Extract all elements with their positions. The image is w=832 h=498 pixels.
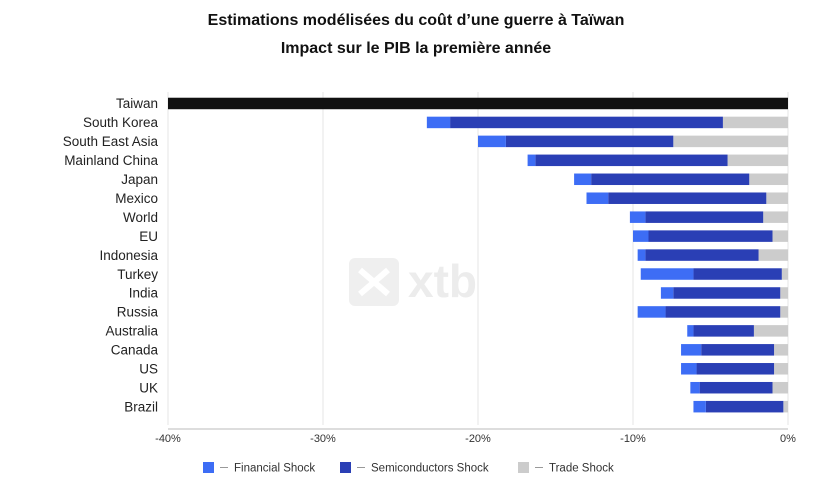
category-label: South Korea bbox=[83, 115, 159, 130]
bar-mexico-trade-shock bbox=[766, 192, 788, 204]
bar-mainland-china-financial-shock bbox=[527, 154, 536, 167]
category-label: Indonesia bbox=[99, 248, 158, 263]
category-label: Canada bbox=[111, 343, 159, 358]
bar-south-east-asia-trade-shock bbox=[673, 135, 788, 148]
category-label: Taiwan bbox=[116, 96, 158, 111]
bar-australia-financial-shock bbox=[687, 325, 694, 337]
bar-mainland-china-trade-shock bbox=[727, 154, 788, 167]
bar-south-korea-financial-shock bbox=[426, 116, 451, 129]
bar-us-trade-shock bbox=[774, 363, 788, 375]
category-label: India bbox=[129, 286, 159, 301]
bar-eu-trade-shock bbox=[772, 230, 788, 242]
bar-mexico-financial-shock bbox=[586, 192, 609, 204]
category-label: Mexico bbox=[115, 191, 158, 206]
xtb-logo-text: xtb bbox=[408, 255, 477, 307]
bar-uk-financial-shock bbox=[690, 381, 700, 394]
bar-russia-trade-shock bbox=[780, 306, 788, 318]
bar-australia-trade-shock bbox=[753, 325, 788, 337]
legend-label: Trade Shock bbox=[549, 463, 614, 475]
bar-world-financial-shock bbox=[629, 211, 646, 223]
bar-russia-semiconductors-shock bbox=[665, 306, 781, 318]
bar-indonesia-semiconductors-shock bbox=[645, 249, 759, 261]
chart-subtitle: Impact sur le PIB la première année bbox=[280, 40, 552, 57]
bar-japan-financial-shock bbox=[574, 173, 592, 186]
bar-india-semiconductors-shock bbox=[673, 287, 781, 299]
bar-canada-semiconductors-shock bbox=[701, 344, 775, 356]
bar-taiwan-semiconductors-shock bbox=[168, 97, 788, 110]
chart-title: Estimations modélisées du coût d’une gue… bbox=[207, 12, 625, 29]
category-label: Brazil bbox=[124, 399, 158, 414]
bar-mexico-semiconductors-shock bbox=[608, 192, 767, 204]
legend-label: Semiconductors Shock bbox=[371, 463, 489, 475]
category-label: World bbox=[123, 210, 158, 225]
bar-south-east-asia-financial-shock bbox=[478, 135, 506, 148]
x-tick-label: -30% bbox=[310, 433, 336, 445]
legend-swatch bbox=[203, 462, 214, 473]
bar-indonesia-trade-shock bbox=[758, 249, 788, 261]
bar-uk-semiconductors-shock bbox=[699, 381, 773, 394]
legend-label: Financial Shock bbox=[234, 463, 315, 475]
bar-japan-trade-shock bbox=[749, 173, 788, 186]
x-tick-label: -20% bbox=[465, 433, 491, 445]
category-label: South East Asia bbox=[63, 134, 159, 149]
bar-uk-trade-shock bbox=[772, 381, 788, 394]
xtb-watermark: xtb bbox=[349, 255, 477, 307]
bar-japan-semiconductors-shock bbox=[591, 173, 750, 186]
bar-australia-semiconductors-shock bbox=[693, 325, 754, 337]
bar-south-korea-semiconductors-shock bbox=[450, 116, 723, 129]
category-label: Mainland China bbox=[64, 153, 158, 168]
bar-world-trade-shock bbox=[763, 211, 788, 223]
bar-indonesia-financial-shock bbox=[637, 249, 646, 261]
bar-south-east-asia-semiconductors-shock bbox=[505, 135, 674, 148]
bar-eu-semiconductors-shock bbox=[648, 230, 773, 242]
category-label: US bbox=[139, 362, 158, 377]
category-label: EU bbox=[139, 229, 158, 244]
bar-brazil-financial-shock bbox=[693, 400, 706, 413]
bar-turkey-trade-shock bbox=[781, 268, 788, 280]
bar-south-korea-trade-shock bbox=[722, 116, 788, 129]
x-tick-label: -10% bbox=[620, 433, 646, 445]
category-label: Japan bbox=[121, 172, 158, 187]
bar-india-financial-shock bbox=[660, 287, 674, 299]
bar-russia-financial-shock bbox=[637, 306, 666, 318]
bar-us-semiconductors-shock bbox=[696, 363, 775, 375]
legend-swatch bbox=[340, 462, 351, 473]
legend-swatch bbox=[518, 462, 529, 473]
bar-brazil-semiconductors-shock bbox=[705, 400, 784, 413]
bar-mainland-china-semiconductors-shock bbox=[535, 154, 728, 167]
x-tick-label: -40% bbox=[155, 433, 181, 445]
bar-brazil-trade-shock bbox=[783, 400, 788, 413]
bar-us-financial-shock bbox=[681, 363, 697, 375]
category-label: UK bbox=[139, 380, 158, 395]
bar-turkey-financial-shock bbox=[640, 268, 694, 280]
bar-canada-financial-shock bbox=[681, 344, 702, 356]
x-tick-label: 0% bbox=[780, 433, 796, 445]
xtb-logo-cross bbox=[358, 267, 390, 297]
category-label: Australia bbox=[105, 324, 158, 339]
bar-world-semiconductors-shock bbox=[645, 211, 764, 223]
category-label: Turkey bbox=[117, 267, 158, 282]
bar-eu-financial-shock bbox=[633, 230, 649, 242]
bar-canada-trade-shock bbox=[774, 344, 788, 356]
category-label: Russia bbox=[117, 305, 159, 320]
bar-turkey-semiconductors-shock bbox=[693, 268, 782, 280]
bar-india-trade-shock bbox=[780, 287, 788, 299]
